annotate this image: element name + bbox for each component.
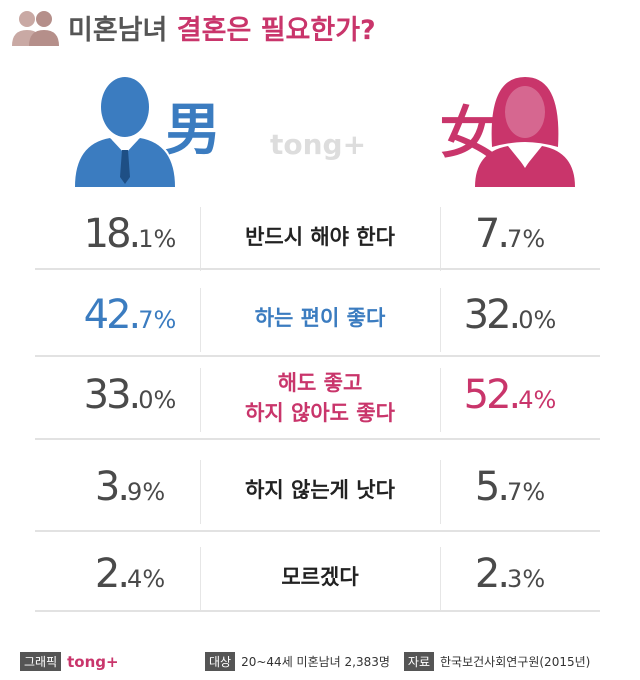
row-divider [35, 268, 600, 270]
tag: 자료 [403, 652, 435, 671]
row-label: 하는 편이 좋다 [254, 306, 386, 330]
tag: 대상 [205, 652, 236, 671]
male-value: 18.1% [83, 211, 177, 257]
male-value: 42.7% [83, 292, 177, 338]
title: 미혼남녀 결혼은 필요한가? [68, 8, 376, 47]
brand: tong+ [67, 652, 119, 671]
male-label: 男 [165, 98, 221, 163]
row-divider [35, 438, 600, 440]
v-divider [200, 547, 201, 611]
female-icon [475, 77, 575, 187]
v-divider [440, 288, 441, 352]
v-divider [440, 547, 441, 611]
male-value: 33.0% [83, 372, 177, 418]
people-icon [12, 11, 59, 46]
male-value: 3.9% [94, 464, 166, 510]
female-label: 女 [440, 101, 496, 166]
row-label: 하지 않아도 좋다 [245, 401, 395, 425]
tag: 그래픽 [20, 652, 62, 671]
row-divider [35, 610, 600, 612]
v-divider [200, 460, 201, 524]
female-value: 32.0% [463, 292, 557, 338]
row-divider [35, 530, 600, 532]
v-divider [440, 207, 441, 271]
footer-right: 대상 20~44세 미혼남녀 2,383명 자료 한국보건사회연구원(2015년… [205, 652, 590, 671]
v-divider [200, 368, 201, 432]
female-value: 52.4% [463, 372, 557, 418]
v-divider [440, 460, 441, 524]
footer-left: 그래픽 tong+ [20, 652, 119, 671]
row-label: 모르겠다 [281, 565, 359, 589]
footer-text: 한국보건사회연구원(2015년) [440, 655, 591, 669]
female-value: 7.7% [474, 211, 546, 257]
v-divider [200, 207, 201, 271]
row-label: 하지 않는게 낫다 [245, 478, 395, 502]
v-divider [440, 368, 441, 432]
footer-text: 20~44세 미혼남녀 2,383명 [241, 655, 390, 669]
title-prefix: 미혼남녀 [68, 15, 168, 46]
row-label: 해도 좋고 [277, 371, 363, 395]
watermark: tong+ [270, 128, 367, 161]
title-main: 결혼은 필요한가? [176, 15, 376, 46]
female-value: 2.3% [474, 551, 546, 597]
row-divider [35, 355, 600, 357]
v-divider [200, 288, 201, 352]
male-icon [75, 77, 175, 187]
male-value: 2.4% [94, 551, 166, 597]
row-label: 반드시 해야 한다 [245, 225, 395, 249]
female-value: 5.7% [474, 464, 546, 510]
